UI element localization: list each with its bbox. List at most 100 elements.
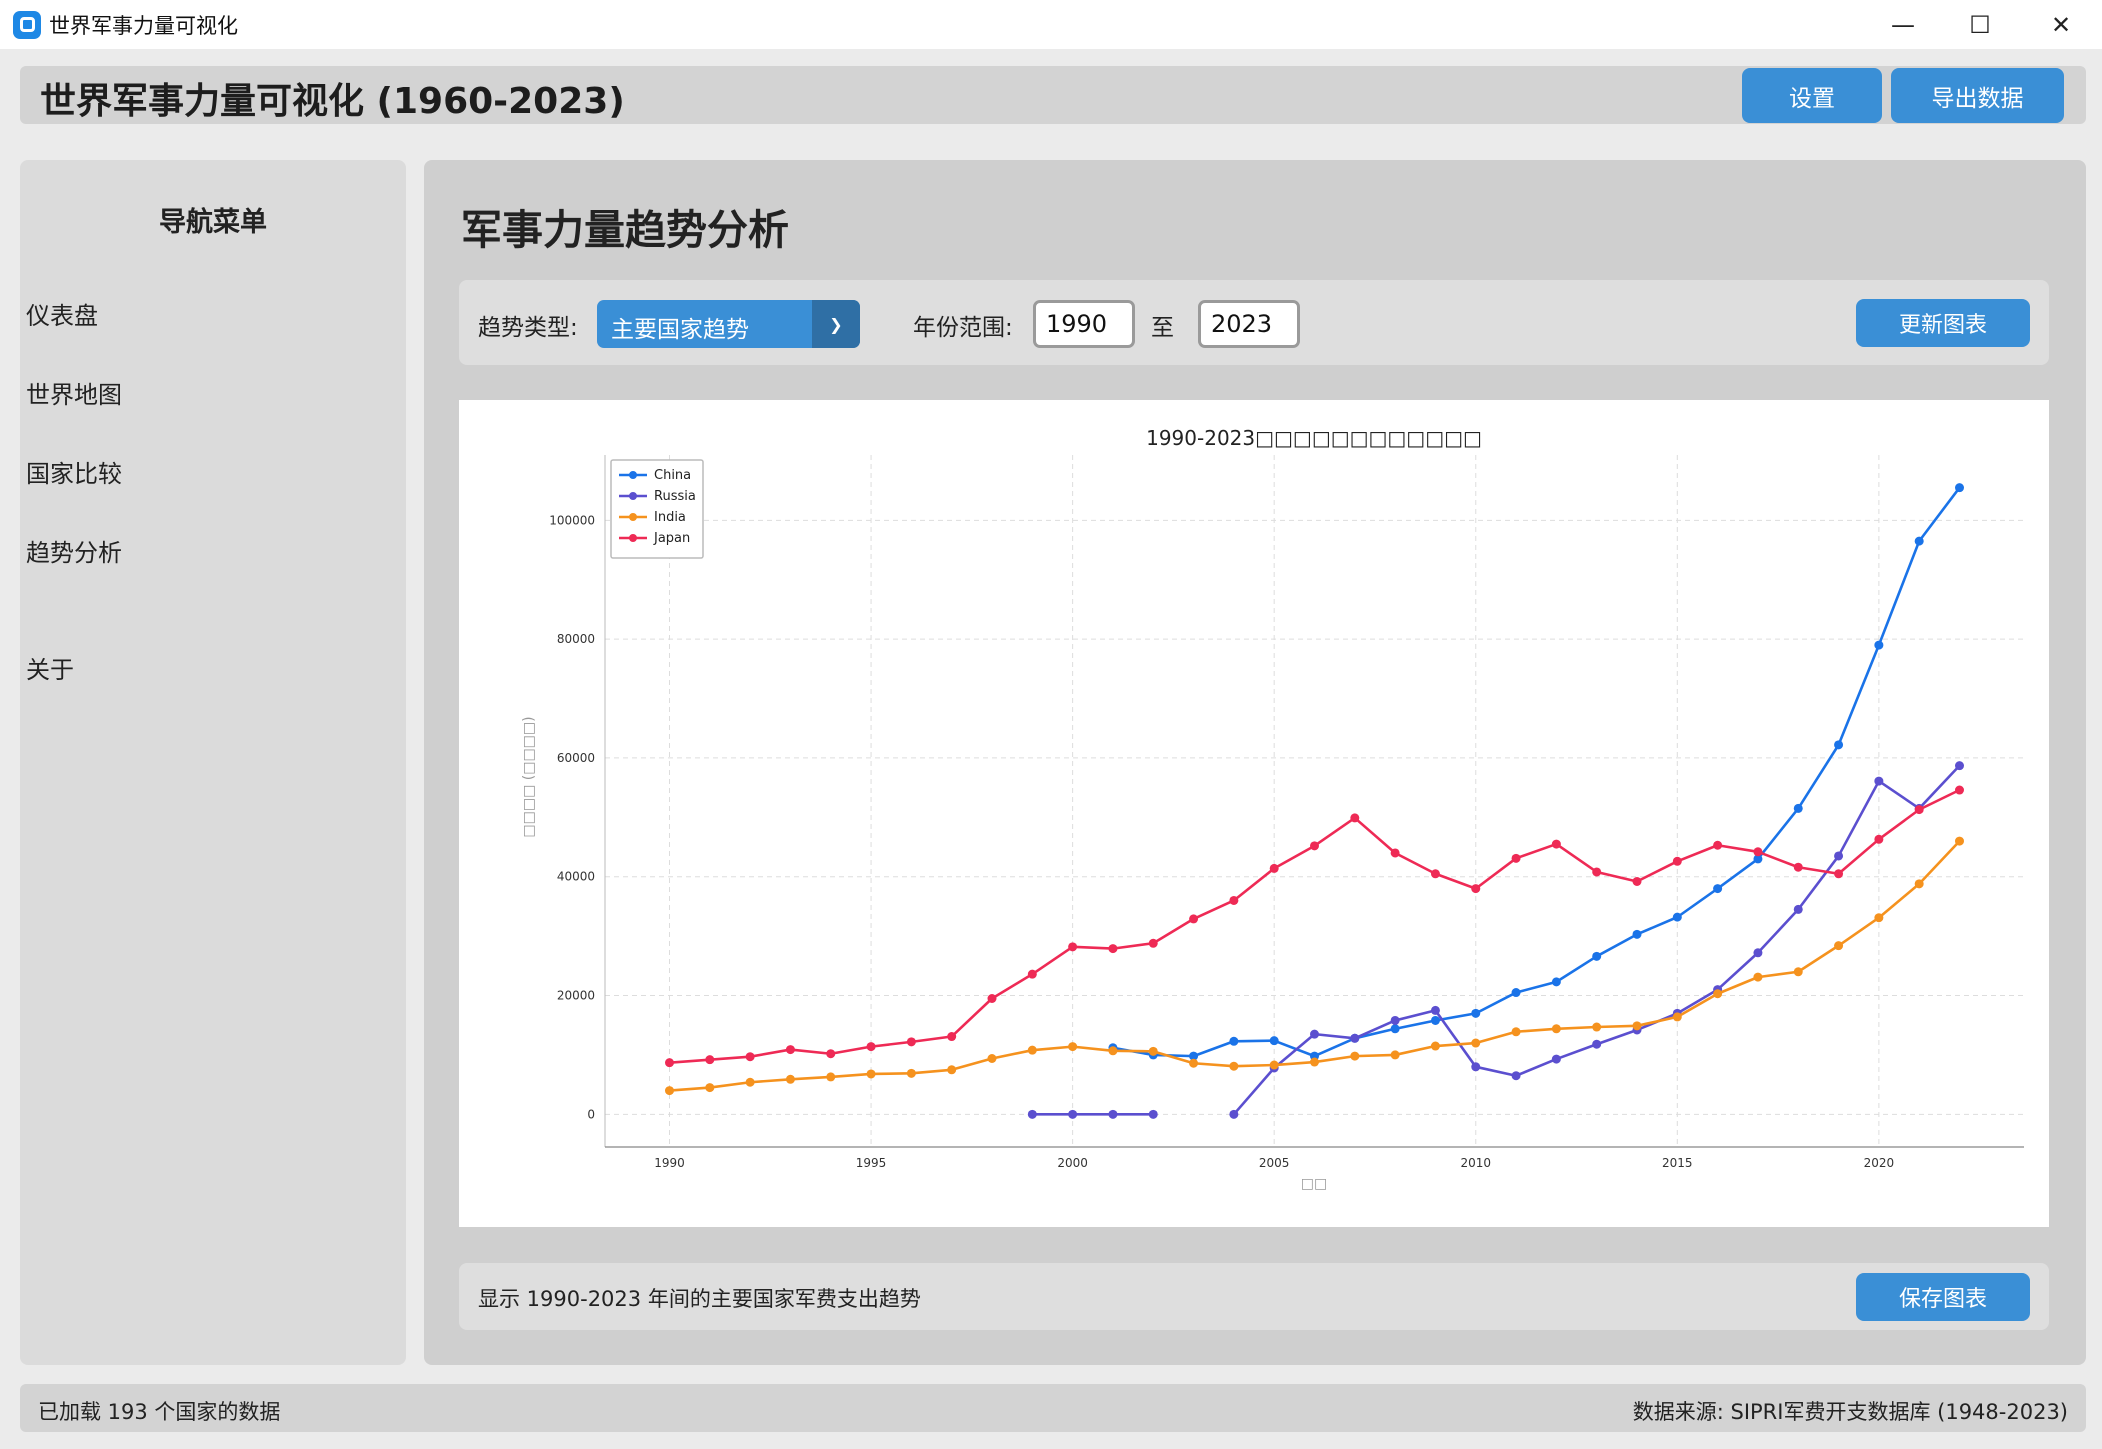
section-title: 军事力量趋势分析 — [461, 206, 789, 254]
year-to-input[interactable] — [1198, 300, 1300, 348]
data-point — [1753, 972, 1763, 982]
data-point — [1793, 967, 1803, 977]
y-tick-label: 80000 — [557, 632, 595, 646]
data-point — [1027, 1109, 1037, 1119]
data-point — [745, 1077, 755, 1087]
data-point — [866, 1069, 876, 1079]
data-point — [1269, 1060, 1279, 1070]
data-point — [1793, 803, 1803, 813]
data-point — [1189, 914, 1199, 924]
data-point — [1390, 1050, 1400, 1060]
data-point — [1511, 988, 1521, 998]
data-point — [1068, 1109, 1078, 1119]
data-point — [1430, 1015, 1440, 1025]
y-tick-label: 20000 — [557, 989, 595, 1003]
data-point — [1430, 869, 1440, 879]
data-point — [1350, 1051, 1360, 1061]
data-point — [826, 1072, 836, 1082]
window-title: 世界军事力量可视化 — [49, 13, 238, 38]
data-point — [1471, 1038, 1481, 1048]
data-point — [1027, 969, 1037, 979]
data-point — [1592, 867, 1602, 877]
data-point — [785, 1045, 795, 1055]
sidebar: 导航菜单 仪表盘 世界地图 国家比较 趋势分析 关于 — [20, 160, 406, 1365]
x-tick-label: 2005 — [1259, 1156, 1290, 1170]
status-loaded-count: 已加载 193 个国家的数据 — [38, 1400, 281, 1424]
main-panel: 军事力量趋势分析 趋势类型: 主要国家趋势 ❯ 年份范围: 至 更新图表 199… — [424, 160, 2086, 1365]
data-point — [1511, 1027, 1521, 1037]
data-point — [1914, 879, 1924, 889]
data-point — [947, 1065, 957, 1075]
app-icon — [13, 10, 41, 39]
data-point — [1269, 1036, 1279, 1046]
series-line — [669, 788, 1961, 1064]
save-chart-button[interactable]: 保存图表 — [1856, 1273, 2030, 1321]
x-tick-label: 1995 — [856, 1156, 887, 1170]
data-point — [1189, 1058, 1199, 1068]
export-data-button[interactable]: 导出数据 — [1891, 68, 2064, 123]
data-point — [1834, 941, 1844, 951]
sidebar-item-world-map[interactable]: 世界地图 — [26, 381, 122, 409]
data-point — [1148, 1046, 1158, 1056]
to-label: 至 — [1151, 315, 1174, 341]
sidebar-item-dashboard[interactable]: 仪表盘 — [26, 302, 98, 330]
data-point — [1874, 640, 1884, 650]
data-point — [1874, 913, 1884, 923]
update-chart-button[interactable]: 更新图表 — [1856, 299, 2030, 347]
year-from-input[interactable] — [1033, 300, 1135, 348]
data-point — [1430, 1041, 1440, 1051]
data-point — [1390, 848, 1400, 858]
data-point — [1350, 1033, 1360, 1043]
data-point — [1310, 841, 1319, 851]
legend-label: Russia — [654, 489, 696, 504]
data-point — [1390, 1024, 1400, 1034]
data-point — [1471, 884, 1481, 894]
data-point — [705, 1083, 715, 1093]
legend-marker — [629, 513, 637, 521]
data-point — [1874, 834, 1884, 844]
sidebar-title: 导航菜单 — [159, 207, 267, 238]
x-tick-label: 2010 — [1460, 1156, 1491, 1170]
y-tick-label: 0 — [587, 1107, 595, 1121]
data-point — [987, 994, 997, 1004]
data-point — [1874, 776, 1884, 786]
sidebar-item-about[interactable]: 关于 — [26, 656, 74, 684]
data-point — [1793, 862, 1803, 872]
trend-type-select[interactable]: 主要国家趋势 ❯ — [597, 300, 860, 348]
data-point — [1229, 1061, 1239, 1071]
data-point — [826, 1049, 836, 1059]
data-point — [1672, 1012, 1682, 1022]
data-point — [1390, 1015, 1400, 1025]
sidebar-item-country-compare[interactable]: 国家比较 — [26, 460, 122, 488]
data-point — [1632, 929, 1642, 939]
data-point — [1229, 1109, 1239, 1119]
y-tick-label: 60000 — [557, 751, 595, 765]
data-point — [1108, 1109, 1118, 1119]
legend-label: China — [654, 468, 691, 483]
settings-button[interactable]: 设置 — [1742, 68, 1882, 123]
data-point — [1108, 1046, 1118, 1056]
maximize-icon[interactable]: ☐ — [1969, 10, 1991, 39]
data-point — [1753, 847, 1763, 857]
data-point — [665, 1086, 674, 1096]
controls-bar: 趋势类型: 主要国家趋势 ❯ 年份范围: 至 更新图表 — [459, 280, 2049, 365]
data-point — [987, 1053, 997, 1063]
series-china — [1108, 483, 1964, 1061]
series-line — [1112, 486, 1961, 1058]
data-point — [1551, 839, 1561, 849]
chart-panel: 1990 1995 2000 2005 2010 2015 2020 0 20000 40000 6… — [459, 400, 2049, 1227]
data-point — [1551, 977, 1561, 987]
legend-box — [610, 459, 704, 559]
chart-title: 1990-2023□□□□□□□□□□□□ — [1146, 426, 1482, 450]
data-point — [1793, 904, 1803, 914]
data-point — [1955, 483, 1964, 493]
minimize-icon[interactable]: — — [1891, 10, 1915, 39]
y-tick-label: 40000 — [557, 870, 595, 884]
sidebar-item-trend-analysis[interactable]: 趋势分析 — [26, 539, 122, 567]
data-point — [1914, 805, 1924, 815]
data-point — [1672, 912, 1682, 922]
chevron-down-icon[interactable]: ❯ — [812, 300, 860, 348]
close-icon[interactable]: ✕ — [2050, 10, 2072, 39]
data-point — [1955, 836, 1964, 846]
chart-footer: 显示 1990-2023 年间的主要国家军费支出趋势 保存图表 — [459, 1263, 2049, 1330]
